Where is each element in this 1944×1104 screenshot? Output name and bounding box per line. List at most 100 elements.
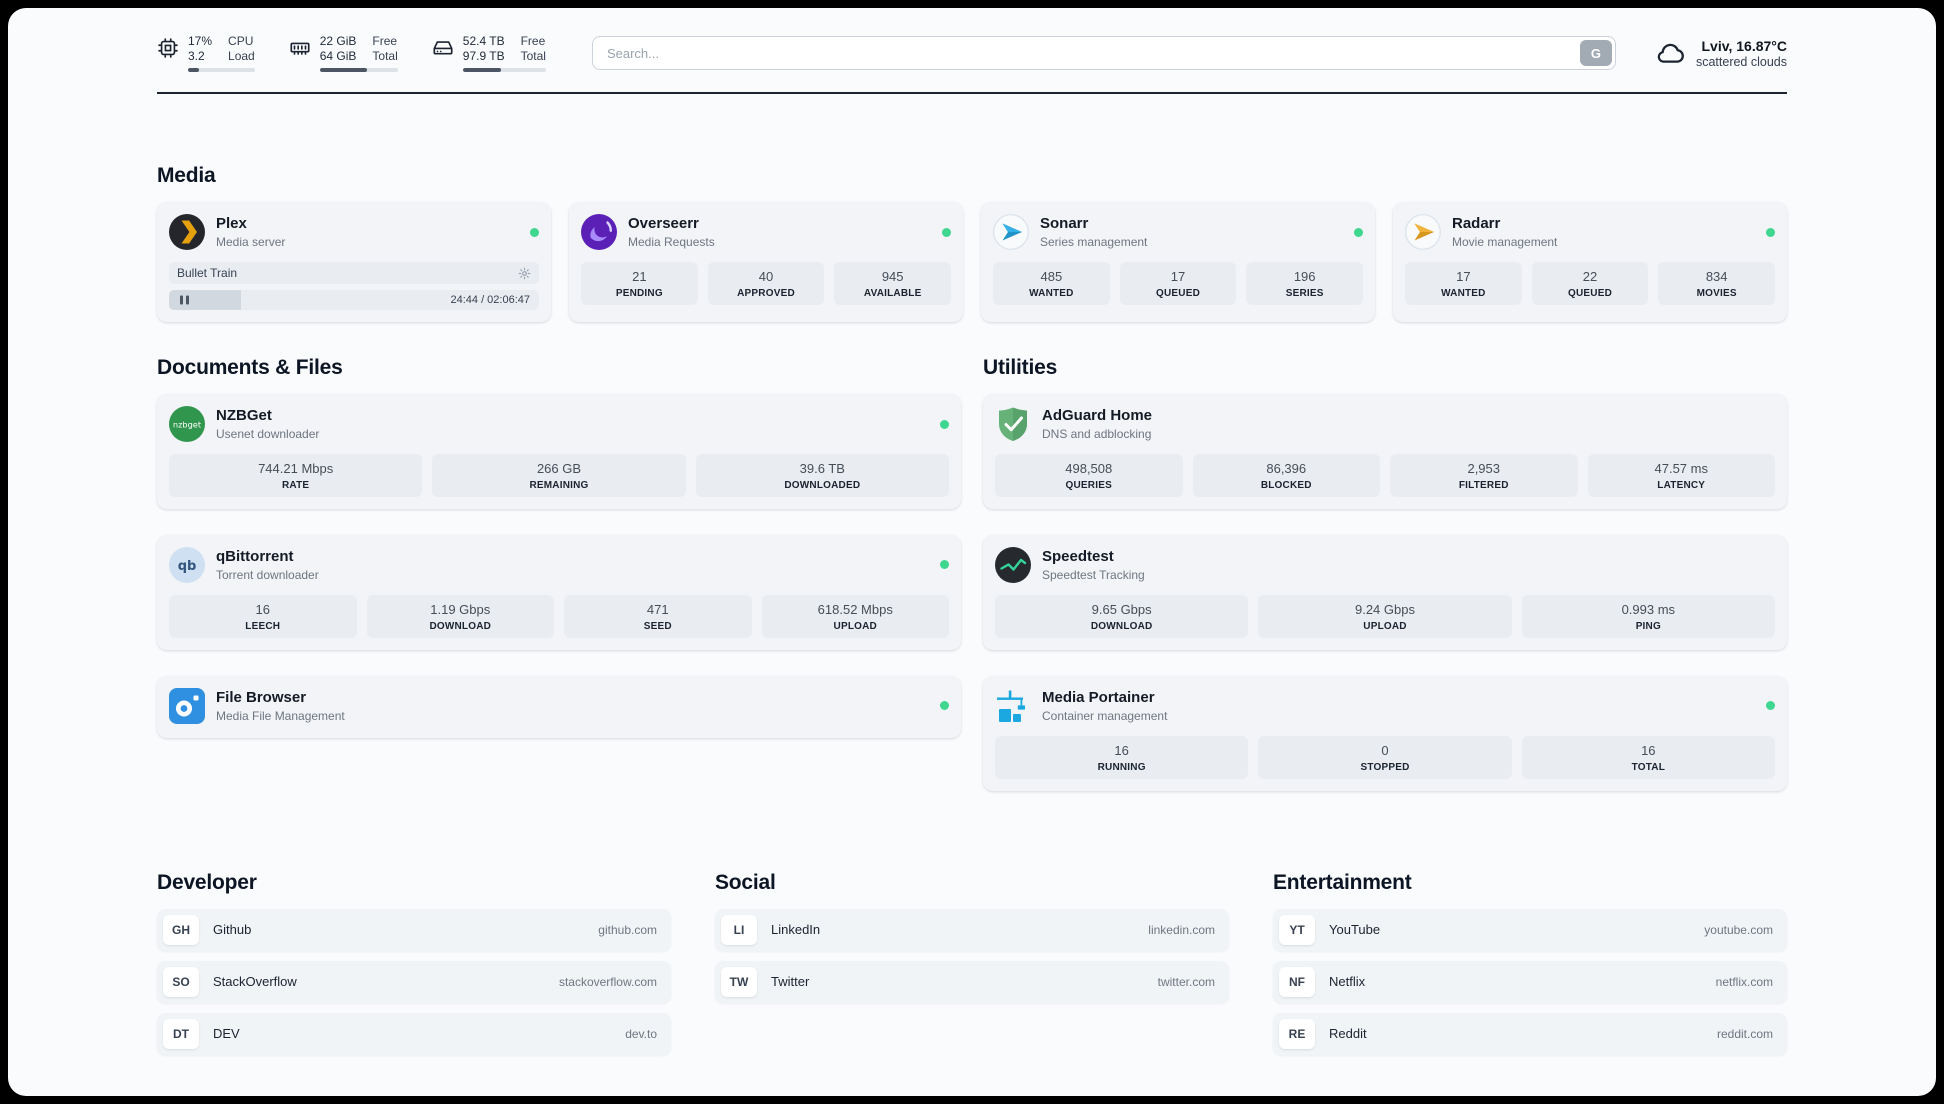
- bookmark-group-title: Entertainment: [1273, 870, 1412, 894]
- service-name: Media Portainer: [1042, 688, 1155, 706]
- stat-queries: 498,508 QUERIES: [995, 454, 1183, 497]
- service-desc: Usenet downloader: [216, 427, 320, 441]
- bookmark-group-title: Social: [715, 870, 776, 894]
- service-desc: Media Requests: [628, 235, 715, 249]
- weather-widget: Lviv, 16.87°C scattered clouds: [1654, 37, 1787, 69]
- bookmark-name: YouTube: [1329, 922, 1381, 938]
- status-online-dot: [1766, 701, 1775, 711]
- cpu-usage-fill: [188, 68, 200, 72]
- bookmark-dev[interactable]: DT DEV dev.to: [157, 1012, 671, 1055]
- stat-queued: 17 QUEUED: [1119, 262, 1237, 305]
- service-desc: Media File Management: [216, 708, 345, 723]
- bookmark-group-entertainment: Entertainment YT YouTube youtube.com NF …: [1273, 871, 1787, 1065]
- svg-text:nzbget: nzbget: [173, 419, 202, 429]
- memory-icon: [289, 37, 311, 59]
- service-card-plex[interactable]: Plex Media server Bullet Train: [157, 202, 551, 322]
- stat-available: 945 AVAILABLE: [834, 262, 952, 305]
- service-name: AdGuard Home: [1042, 407, 1153, 424]
- bookmark-group-social: Social LI LinkedIn linkedin.com TW Twitt…: [715, 871, 1229, 1065]
- service-desc: Speedtest Tracking: [1042, 567, 1145, 582]
- service-card-adguard[interactable]: AdGuard Home DNS and adblocking 498,508 …: [983, 394, 1787, 509]
- service-name: qBittorrent: [216, 547, 294, 565]
- bookmark-url: twitter.com: [1157, 974, 1215, 989]
- cpu-usage-bar: [188, 68, 255, 72]
- stat-upload: 618.52 Mbps UPLOAD: [761, 594, 949, 638]
- stat-approved: 40 APPROVED: [707, 262, 825, 305]
- sonarr-icon: [993, 214, 1029, 250]
- bookmark-stackoverflow[interactable]: SO StackOverflow stackoverflow.com: [157, 960, 671, 1003]
- svg-text:qb: qb: [178, 559, 197, 574]
- disk-free-value: 52.4 TB: [462, 34, 505, 48]
- service-desc: Media server: [216, 235, 286, 249]
- bookmark-name: DEV: [213, 1026, 240, 1042]
- cpu-load-label: Load: [228, 49, 255, 63]
- bookmark-url: github.com: [598, 922, 657, 937]
- bookmark-twitter[interactable]: TW Twitter twitter.com: [715, 960, 1229, 1003]
- stat-rate: 744.21 Mbps RATE: [169, 454, 423, 497]
- bookmark-group-developer: Developer GH Github github.com SO StackO…: [157, 871, 671, 1065]
- stat-remaining: 266 GB REMAINING: [432, 454, 686, 497]
- stat-latency: 47.57 ms LATENCY: [1587, 454, 1775, 497]
- stat-pending: 21 PENDING: [581, 262, 698, 305]
- memory-free-label: Free: [372, 34, 398, 48]
- stat-movies: 834 MOVIES: [1658, 262, 1776, 305]
- stat-downloaded: 39.6 TB DOWNLOADED: [695, 454, 949, 497]
- bookmark-name: LinkedIn: [771, 922, 821, 938]
- service-name: Overseerr: [628, 215, 699, 232]
- service-card-portainer[interactable]: Media Portainer Container management 16 …: [983, 675, 1787, 791]
- bookmark-group-title: Developer: [157, 870, 257, 894]
- bookmark-netflix[interactable]: NF Netflix netflix.com: [1273, 960, 1787, 1003]
- radarr-icon: [1405, 214, 1441, 250]
- cpu-icon: [157, 37, 179, 59]
- search-input[interactable]: [591, 36, 1616, 70]
- status-online-dot: [940, 419, 949, 429]
- stat-download: 9.65 Gbps DOWNLOAD: [995, 594, 1249, 638]
- stat-download: 1.19 Gbps DOWNLOAD: [366, 594, 554, 638]
- playback-time: 24:44 / 02:06:47: [450, 294, 530, 306]
- stat-ping: 0.993 ms PING: [1521, 594, 1775, 638]
- dashboard-window: 17% 3.2 CPU Load: [8, 8, 1936, 1096]
- bookmark-url: dev.to: [625, 1026, 657, 1041]
- service-card-sonarr[interactable]: Sonarr Series management 485 WANTED 17 Q…: [981, 202, 1375, 322]
- bookmark-abbr: GH: [163, 914, 199, 945]
- service-name: File Browser: [216, 688, 307, 706]
- disk-total-value: 97.9 TB: [462, 49, 505, 63]
- bookmark-name: Github: [213, 922, 252, 938]
- service-card-nzbget[interactable]: nzbget NZBGet Usenet downloader 744.21 M…: [157, 394, 961, 509]
- plex-icon: [169, 214, 205, 250]
- disk-usage-bar: [462, 68, 546, 72]
- cpu-loadavg: 3.2: [188, 49, 205, 63]
- now-playing-bar: Bullet Train: [169, 262, 539, 284]
- gear-icon[interactable]: [518, 267, 531, 280]
- section-media: Media Plex Media server: [157, 164, 1787, 322]
- bookmark-linkedin[interactable]: LI LinkedIn linkedin.com: [715, 908, 1229, 951]
- service-card-overseerr[interactable]: Overseerr Media Requests 21 PENDING 40 A…: [569, 202, 963, 322]
- service-card-speedtest[interactable]: Speedtest Speedtest Tracking 9.65 Gbps D…: [983, 534, 1787, 650]
- stat-stopped: 0 STOPPED: [1258, 735, 1512, 779]
- bookmark-abbr: TW: [721, 966, 757, 997]
- disk-widget: 52.4 TB 97.9 TB Free Total: [432, 34, 546, 72]
- bookmark-abbr: DT: [163, 1018, 199, 1049]
- pause-icon[interactable]: [178, 295, 190, 305]
- now-playing-title: Bullet Train: [177, 266, 238, 280]
- service-card-radarr[interactable]: Radarr Movie management 17 WANTED 22 QUE…: [1393, 202, 1787, 322]
- cpu-label: CPU: [228, 34, 254, 48]
- bookmark-url: netflix.com: [1715, 974, 1773, 989]
- bookmark-abbr: NF: [1279, 966, 1315, 997]
- stat-seed: 471 SEED: [564, 594, 752, 638]
- stat-upload: 9.24 Gbps UPLOAD: [1258, 594, 1512, 638]
- filebrowser-icon: [169, 687, 205, 724]
- service-card-filebrowser[interactable]: File Browser Media File Management: [157, 675, 961, 738]
- bookmark-reddit[interactable]: RE Reddit reddit.com: [1273, 1012, 1787, 1055]
- bookmark-github[interactable]: GH Github github.com: [157, 908, 671, 951]
- service-card-qbittorrent[interactable]: qb qBittorrent Torrent downloader 16 LEE…: [157, 534, 961, 650]
- search-engine-button[interactable]: G: [1579, 40, 1612, 66]
- section-utilities: Utilities AdGuard Home DNS and adblockin…: [983, 356, 1787, 817]
- speedtest-icon: [995, 546, 1031, 583]
- service-name: Plex: [216, 215, 247, 232]
- bookmark-url: linkedin.com: [1148, 922, 1215, 937]
- stat-blocked: 86,396 BLOCKED: [1192, 454, 1380, 497]
- bookmark-youtube[interactable]: YT YouTube youtube.com: [1273, 908, 1787, 951]
- bookmark-name: Reddit: [1329, 1026, 1367, 1042]
- service-name: Sonarr: [1040, 215, 1089, 232]
